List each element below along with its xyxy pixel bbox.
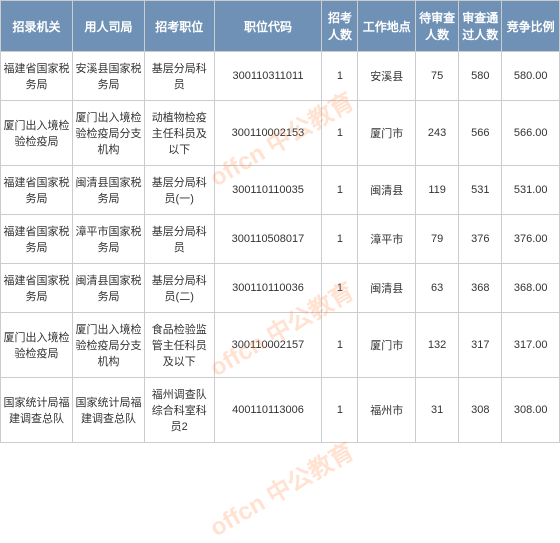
cell-code: 300110508017: [214, 215, 322, 264]
table-row: 福建省国家税务局 漳平市国家税务局 基层分局科员 300110508017 1 …: [1, 215, 560, 264]
cell-dept: 闽清县国家税务局: [72, 166, 144, 215]
cell-loc: 厦门市: [358, 101, 416, 166]
cell-passed: 566: [459, 101, 502, 166]
col-header-number: 招考人数: [322, 1, 358, 52]
cell-loc: 安溪县: [358, 52, 416, 101]
cell-num: 1: [322, 215, 358, 264]
cell-ratio: 531.00: [502, 166, 560, 215]
positions-table: 招录机关 用人司局 招考职位 职位代码 招考人数 工作地点 待审查人数 审查通过…: [0, 0, 560, 443]
cell-pending: 119: [416, 166, 459, 215]
table-row: 国家统计局福建调查总队 国家统计局福建调查总队 福州调查队综合科室科员2 400…: [1, 378, 560, 443]
cell-num: 1: [322, 378, 358, 443]
cell-code: 300110002157: [214, 313, 322, 378]
cell-num: 1: [322, 264, 358, 313]
cell-pending: 243: [416, 101, 459, 166]
col-header-code: 职位代码: [214, 1, 322, 52]
cell-pending: 75: [416, 52, 459, 101]
cell-passed: 531: [459, 166, 502, 215]
col-header-ratio: 竞争比例: [502, 1, 560, 52]
table-row: 厦门出入境检验检疫局 厦门出入境检验检疫局分支机构 动植物检疫主任科员及以下 3…: [1, 101, 560, 166]
cell-loc: 福州市: [358, 378, 416, 443]
table-row: 福建省国家税务局 安溪县国家税务局 基层分局科员 300110311011 1 …: [1, 52, 560, 101]
cell-num: 1: [322, 166, 358, 215]
cell-pos: 福州调查队综合科室科员2: [144, 378, 214, 443]
cell-passed: 308: [459, 378, 502, 443]
cell-pos: 基层分局科员(一): [144, 166, 214, 215]
col-header-org: 招录机关: [1, 1, 73, 52]
cell-org: 福建省国家税务局: [1, 215, 73, 264]
cell-ratio: 317.00: [502, 313, 560, 378]
cell-pending: 31: [416, 378, 459, 443]
cell-code: 300110110036: [214, 264, 322, 313]
cell-dept: 安溪县国家税务局: [72, 52, 144, 101]
col-header-location: 工作地点: [358, 1, 416, 52]
table-row: 福建省国家税务局 闽清县国家税务局 基层分局科员(二) 300110110036…: [1, 264, 560, 313]
cell-org: 厦门出入境检验检疫局: [1, 101, 73, 166]
col-header-pending: 待审查人数: [416, 1, 459, 52]
cell-dept: 厦门出入境检验检疫局分支机构: [72, 101, 144, 166]
cell-loc: 闽清县: [358, 166, 416, 215]
cell-ratio: 308.00: [502, 378, 560, 443]
table-body: 福建省国家税务局 安溪县国家税务局 基层分局科员 300110311011 1 …: [1, 52, 560, 443]
cell-pos: 动植物检疫主任科员及以下: [144, 101, 214, 166]
cell-num: 1: [322, 52, 358, 101]
cell-code: 300110002153: [214, 101, 322, 166]
cell-loc: 漳平市: [358, 215, 416, 264]
cell-ratio: 566.00: [502, 101, 560, 166]
cell-org: 福建省国家税务局: [1, 166, 73, 215]
cell-num: 1: [322, 101, 358, 166]
cell-code: 300110311011: [214, 52, 322, 101]
cell-pending: 79: [416, 215, 459, 264]
cell-passed: 580: [459, 52, 502, 101]
cell-code: 400110113006: [214, 378, 322, 443]
cell-org: 国家统计局福建调查总队: [1, 378, 73, 443]
col-header-dept: 用人司局: [72, 1, 144, 52]
cell-ratio: 580.00: [502, 52, 560, 101]
cell-pos: 基层分局科员: [144, 52, 214, 101]
cell-org: 厦门出入境检验检疫局: [1, 313, 73, 378]
cell-dept: 闽清县国家税务局: [72, 264, 144, 313]
cell-org: 福建省国家税务局: [1, 264, 73, 313]
cell-pos: 食品检验监管主任科员及以下: [144, 313, 214, 378]
cell-loc: 厦门市: [358, 313, 416, 378]
cell-code: 300110110035: [214, 166, 322, 215]
table-header-row: 招录机关 用人司局 招考职位 职位代码 招考人数 工作地点 待审查人数 审查通过…: [1, 1, 560, 52]
cell-ratio: 376.00: [502, 215, 560, 264]
cell-passed: 368: [459, 264, 502, 313]
table-row: 福建省国家税务局 闽清县国家税务局 基层分局科员(一) 300110110035…: [1, 166, 560, 215]
col-header-passed: 审查通过人数: [459, 1, 502, 52]
cell-ratio: 368.00: [502, 264, 560, 313]
cell-passed: 376: [459, 215, 502, 264]
cell-loc: 闽清县: [358, 264, 416, 313]
cell-org: 福建省国家税务局: [1, 52, 73, 101]
cell-dept: 国家统计局福建调查总队: [72, 378, 144, 443]
col-header-position: 招考职位: [144, 1, 214, 52]
cell-pos: 基层分局科员(二): [144, 264, 214, 313]
cell-passed: 317: [459, 313, 502, 378]
cell-dept: 漳平市国家税务局: [72, 215, 144, 264]
cell-num: 1: [322, 313, 358, 378]
table-row: 厦门出入境检验检疫局 厦门出入境检验检疫局分支机构 食品检验监管主任科员及以下 …: [1, 313, 560, 378]
cell-dept: 厦门出入境检验检疫局分支机构: [72, 313, 144, 378]
watermark: offcn 中公教育: [202, 432, 359, 543]
cell-pending: 63: [416, 264, 459, 313]
cell-pos: 基层分局科员: [144, 215, 214, 264]
cell-pending: 132: [416, 313, 459, 378]
